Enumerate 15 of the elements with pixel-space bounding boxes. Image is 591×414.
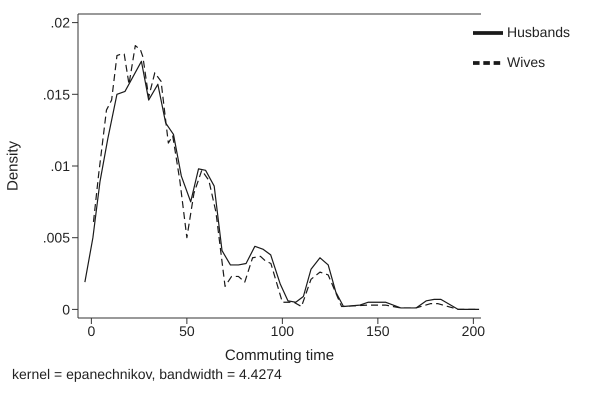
x-tick-label: 50 [179, 322, 195, 339]
legend-label: Wives [507, 54, 546, 70]
text: kernel = epanechnikov, bandwidth = 4.4274 [12, 366, 282, 382]
legend-label: Husbands [507, 24, 570, 40]
y-tick-label: .015 [42, 86, 70, 102]
y-tick-label: .01 [50, 158, 70, 174]
x-tick-label: 0 [87, 322, 96, 339]
x-tick-label: 150 [366, 322, 390, 339]
x-axis-title: Commuting time [224, 347, 334, 364]
x-tick-label: 200 [462, 322, 486, 339]
y-axis-title: Density [4, 140, 22, 192]
y-tick-label: 0 [62, 301, 70, 318]
y-tick-label: .02 [50, 14, 70, 31]
x-tick-label: 100 [270, 322, 294, 339]
y-tick-label: .005 [42, 230, 70, 246]
